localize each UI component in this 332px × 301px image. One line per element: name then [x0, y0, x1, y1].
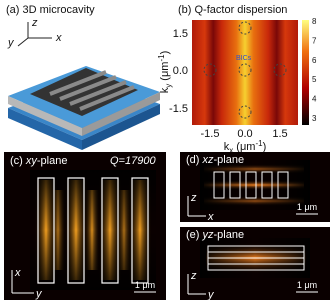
axis-label: x	[207, 211, 214, 223]
x-axis-label: kx (μm-1)	[224, 139, 267, 155]
annotation: BICs	[236, 55, 252, 62]
x-tick-label: 0.0	[237, 128, 252, 140]
panel-label: (c) xy-plane	[10, 155, 67, 167]
field-stripes	[30, 170, 156, 290]
field-bands	[200, 160, 310, 210]
colorbar-tick-label: 7	[312, 36, 317, 45]
x-tick-label: -1.5	[201, 128, 220, 140]
y-tick-label: -1.5	[169, 103, 188, 115]
heatmap	[192, 20, 298, 125]
axis-arrow	[17, 37, 29, 47]
cavity-outline	[37, 177, 149, 284]
grating-bars	[49, 70, 135, 111]
bic-markers	[203, 21, 287, 119]
axis-label: y	[207, 289, 215, 301]
slab-side	[8, 108, 82, 150]
slab-side	[82, 104, 160, 150]
axis-label: y	[7, 37, 15, 49]
y-axis-label: ky (μm-1)	[157, 51, 173, 94]
colorbar-tick-label: 5	[312, 75, 317, 84]
colorbar-tick-label: 4	[312, 95, 317, 104]
panel-label: (d) xz-plane	[186, 154, 244, 166]
colorbar-ticks: 8 7 6 5 4 3	[312, 17, 317, 123]
panel-c-scale: 1 μm	[134, 280, 156, 293]
panel-c: (c) xy-plane Q=17900 x y	[4, 152, 166, 300]
colorbar-tick-label: 6	[312, 56, 317, 65]
panel-title: (a) 3D microcavity	[6, 4, 95, 16]
cavity-outline	[213, 171, 289, 199]
panel-a: (a) 3D microcavity y x z	[6, 4, 160, 150]
scale-label: 1 μm	[135, 280, 155, 290]
cavity-outline	[207, 245, 305, 271]
panel-e: (e) yz-plane z y 1 μm	[180, 227, 330, 301]
scale-label: 1 μm	[297, 280, 317, 290]
axis-label: y	[35, 288, 43, 300]
colorbar-tick-label: 8	[312, 17, 317, 26]
spacer	[8, 96, 82, 136]
panel-d: (d) xz-plane z x 1 μm	[180, 152, 330, 223]
scale-label: 1 μm	[297, 202, 317, 212]
axis-arrows	[11, 270, 34, 294]
panel-b: (b) Q-factor dispersion BICs 1.5 0.0 -1.…	[157, 4, 317, 155]
panel-title: (b) Q-factor dispersion	[178, 4, 287, 16]
axis-arrows	[187, 196, 206, 217]
y-tick-label: 0.0	[173, 65, 188, 77]
axis-arrows	[187, 274, 206, 295]
spacer	[82, 92, 160, 136]
y-tick-label: 1.5	[173, 28, 188, 40]
axis-label: z	[190, 270, 197, 282]
colorbar-tick-label: 3	[312, 114, 317, 123]
colorbar	[302, 20, 309, 125]
axis-label: z	[31, 17, 38, 29]
axis-label: x	[55, 32, 62, 44]
axis-label: x	[14, 267, 21, 279]
x-tick-label: 1.5	[272, 128, 287, 140]
axis-label: z	[190, 192, 197, 204]
quality-factor: Q=17900	[110, 155, 156, 167]
panel-label: (e) yz-plane	[186, 229, 244, 241]
